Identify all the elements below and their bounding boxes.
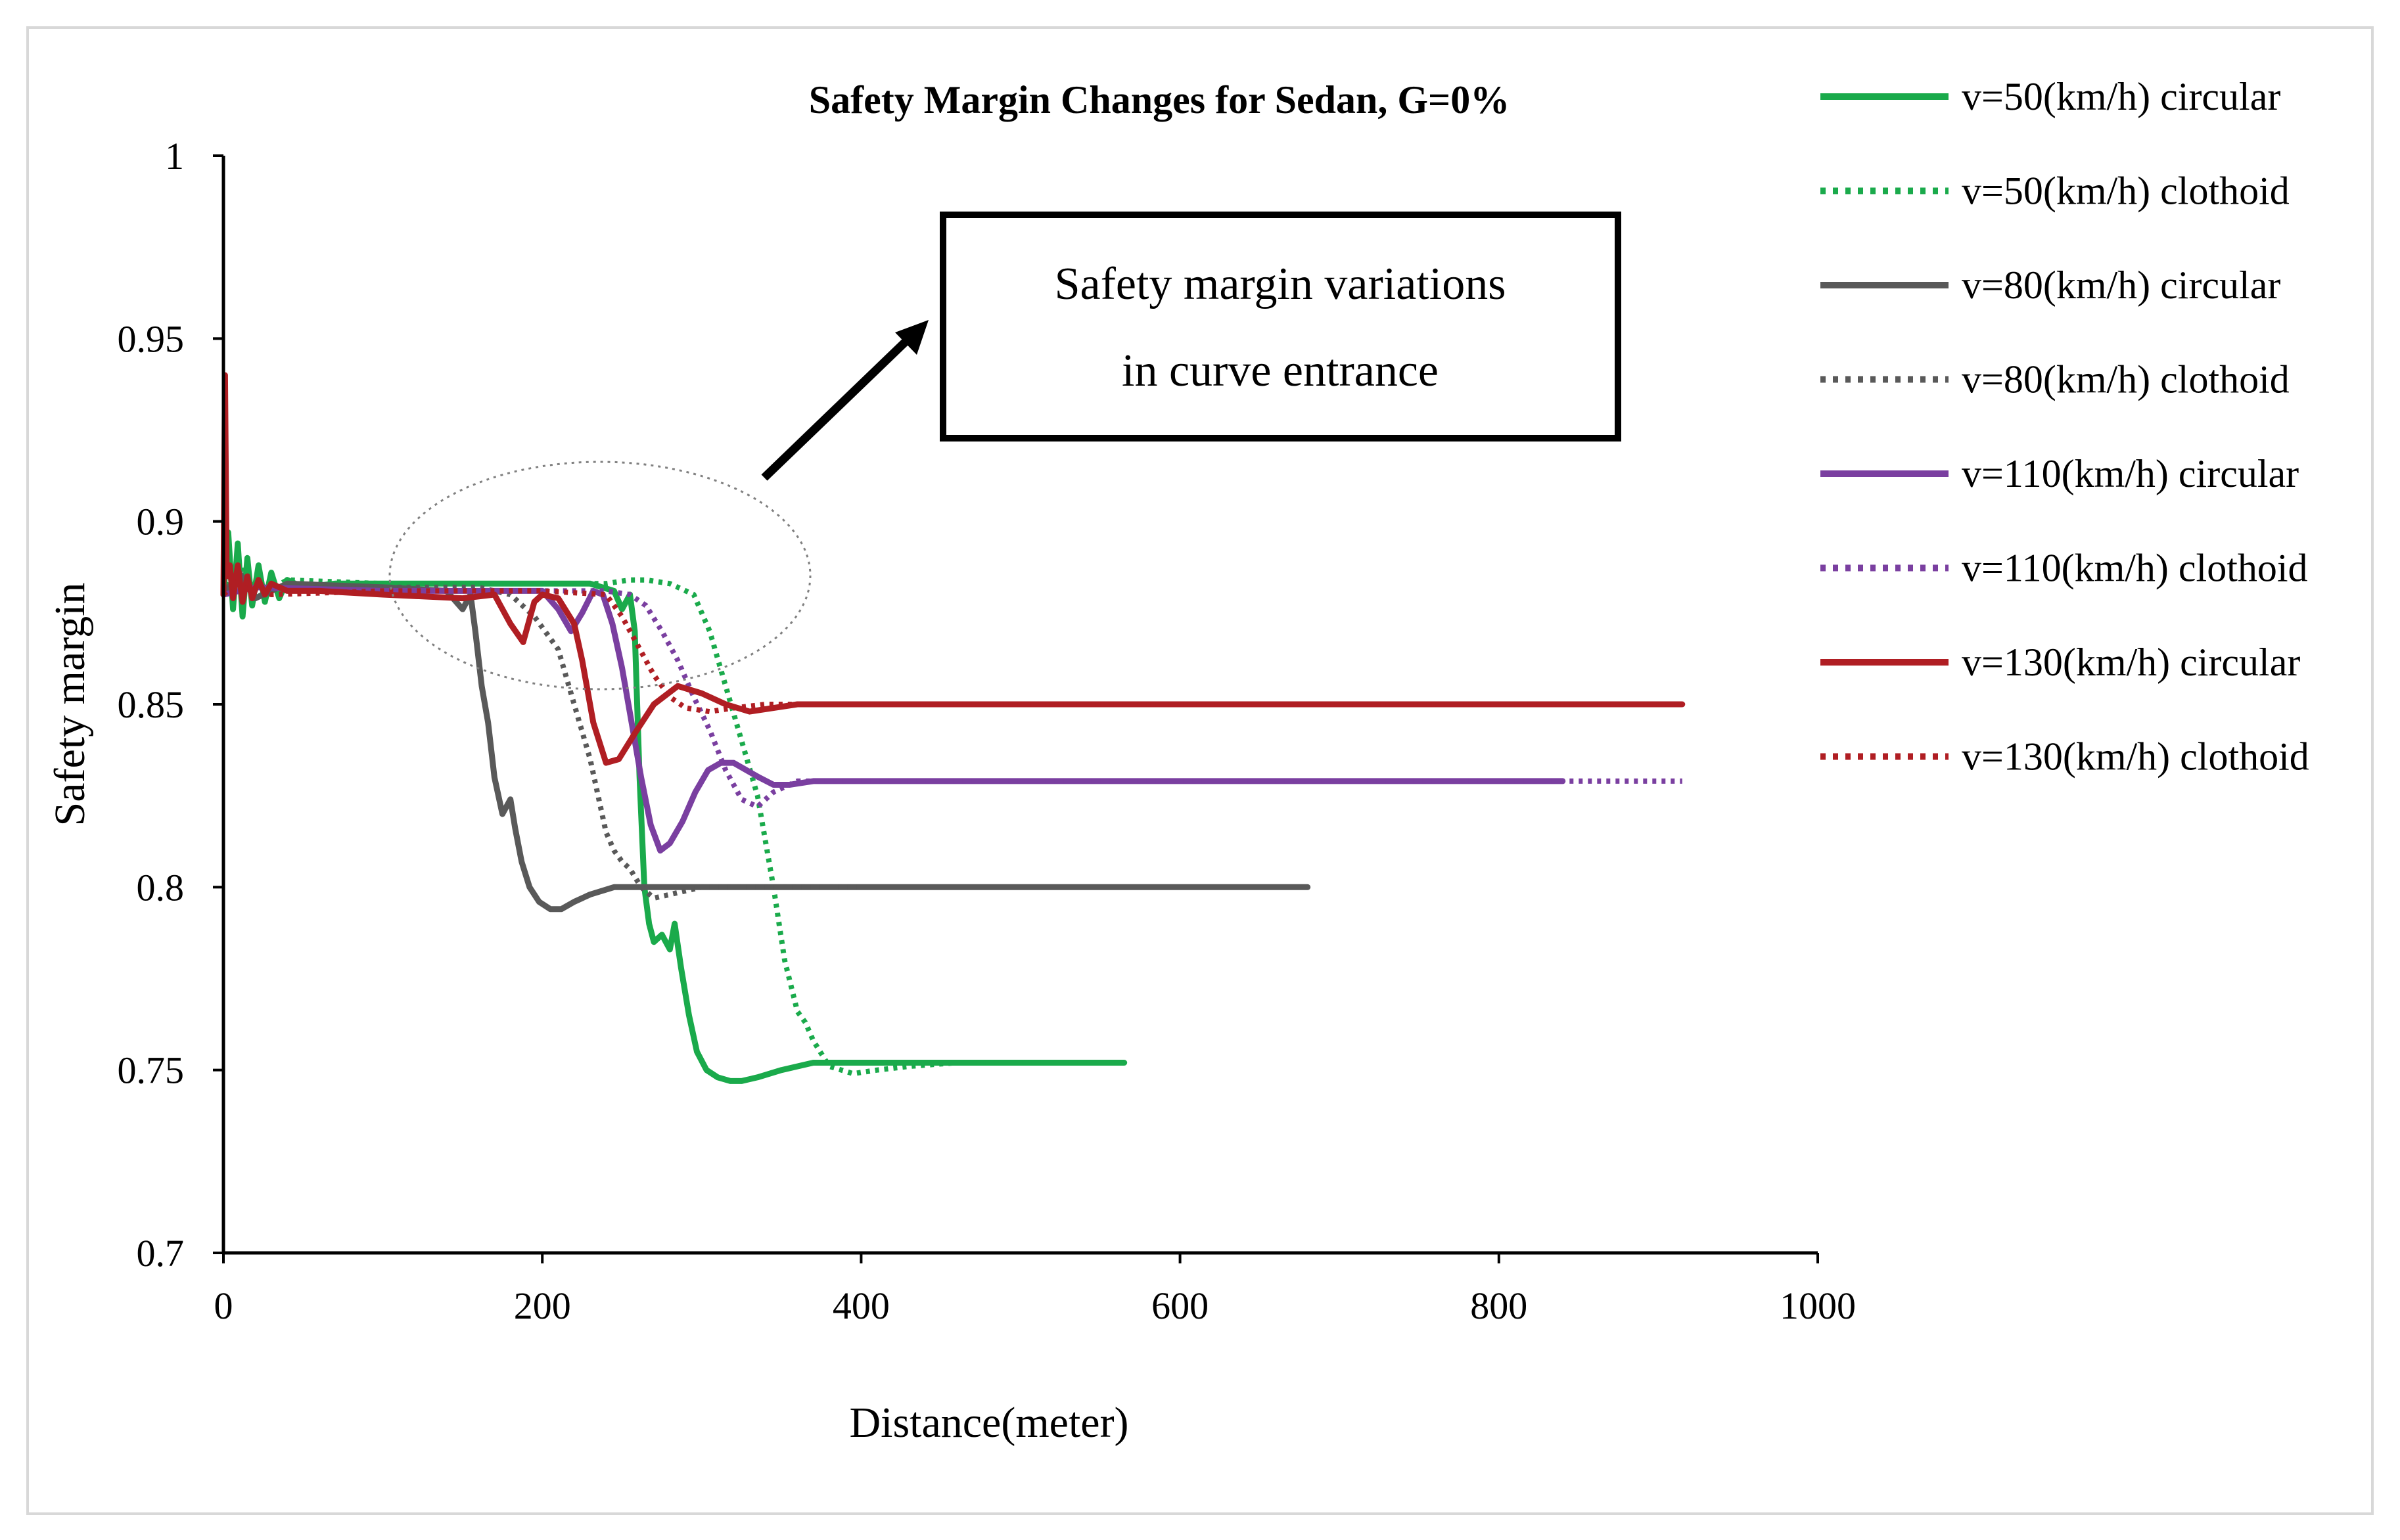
y-tick-label: 0.85 <box>118 683 185 726</box>
legend-label-6: v=110(km/h) clothoid <box>1962 547 2308 590</box>
y-tick-label: 0.75 <box>118 1049 185 1092</box>
x-tick-label: 800 <box>1470 1284 1527 1327</box>
y-axis-title: Safety margin <box>46 583 94 827</box>
legend-label-2: v=50(km/h) clothoid <box>1962 170 2290 213</box>
y-tick-label: 0.9 <box>137 501 185 543</box>
annotation-line-2: in curve entrance <box>1122 346 1439 396</box>
y-tick-label: 0.8 <box>137 866 185 909</box>
series-line-8 <box>221 577 1682 715</box>
x-tick-label: 400 <box>833 1284 890 1327</box>
x-axis-title: Distance(meter) <box>849 1399 1128 1447</box>
legend-label-3: v=80(km/h) circular <box>1962 263 2280 307</box>
legend-label-5: v=110(km/h) circular <box>1962 452 2299 495</box>
chart-title: Safety Margin Changes for Sedan, G=0% <box>809 78 1510 122</box>
x-tick-label: 600 <box>1151 1284 1209 1327</box>
series-lines <box>220 372 1686 1084</box>
y-tick-label: 1 <box>165 135 184 177</box>
y-tick-label: 0.7 <box>137 1232 185 1275</box>
series-line-2 <box>221 562 1117 1077</box>
axis-ticks: 0 200 400 600 800 1000 0.7 0.75 0.8 0.85 0.9 0.95 1 <box>118 135 1857 1327</box>
annotation-arrow-head <box>895 320 929 355</box>
series-line-6 <box>223 584 1682 809</box>
highlight-ellipse <box>388 461 812 691</box>
y-tick-label: 0.95 <box>118 317 185 360</box>
series-line-3 <box>220 570 1311 913</box>
x-tick-label: 200 <box>514 1284 571 1327</box>
series-line-1 <box>220 529 1128 1084</box>
annotation-box <box>940 212 1621 442</box>
x-tick-label: 0 <box>214 1284 233 1327</box>
series-line-5 <box>220 584 1566 854</box>
legend-label-7: v=130(km/h) circular <box>1962 641 2300 684</box>
legend-label-8: v=130(km/h) clothoid <box>1962 735 2309 779</box>
annotation-arrow-shaft <box>761 338 909 481</box>
x-tick-label: 1000 <box>1780 1284 1856 1327</box>
annotation-line-1: Safety margin variations <box>1055 259 1506 309</box>
legend-label-1: v=50(km/h) circular <box>1962 75 2280 118</box>
legend-label-4: v=80(km/h) clothoid <box>1962 358 2290 401</box>
legend: v=50(km/h) circular v=50(km/h) clothoid v=… <box>1820 75 2309 779</box>
